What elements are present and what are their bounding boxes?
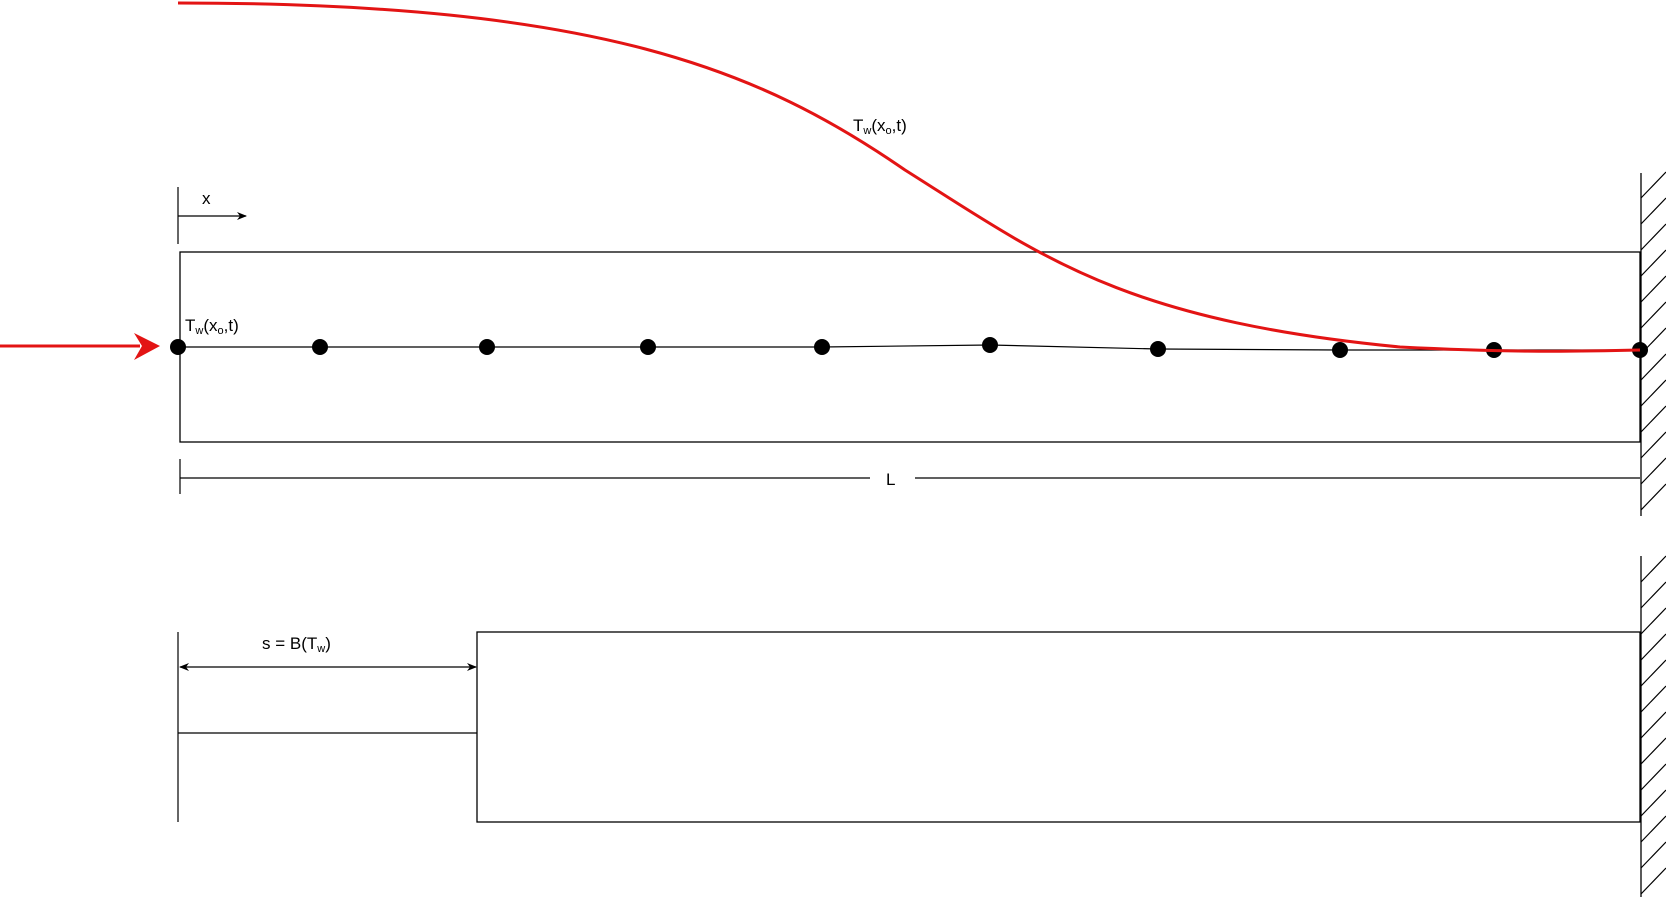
x-axis-indicator: x	[177, 187, 247, 244]
wall-hatch-line	[1640, 763, 1666, 791]
x-axis-label: x	[202, 189, 211, 208]
rod-bottom	[476, 631, 1641, 823]
node-6	[982, 337, 998, 353]
wall-hatch-line	[1640, 275, 1666, 303]
wall-hatch-line	[1640, 353, 1666, 381]
wall-hatch-line	[1640, 457, 1666, 485]
length-label: L	[886, 470, 895, 489]
inlet-label: Tw(xo,t)	[185, 316, 239, 337]
inlet-arrow	[0, 333, 160, 360]
wall-hatch-line	[1640, 581, 1666, 609]
shift-dimension: s = B(Tw)	[179, 634, 477, 671]
wall-bottom	[1640, 555, 1666, 897]
wall-hatch-line	[1640, 171, 1666, 199]
wall-hatch-line	[1640, 711, 1666, 739]
wall-hatch-line	[1640, 685, 1666, 713]
wall-hatch-line	[1640, 737, 1666, 765]
wall-hatch-line	[1640, 815, 1666, 843]
wall-hatch-line	[1640, 301, 1666, 329]
shift-label: s = B(Tw)	[262, 634, 331, 655]
node-1	[170, 339, 186, 355]
nodes-group	[170, 337, 1648, 358]
wall-hatch-line	[1640, 789, 1666, 817]
temperature-profile-curve	[177, 1, 1641, 353]
wall-hatch-line	[1640, 223, 1666, 251]
wall-hatch-line	[1640, 607, 1666, 635]
wall-hatch-line	[1640, 405, 1666, 433]
node-line	[178, 344, 1640, 351]
node-4	[640, 339, 656, 355]
wall-hatch-line	[1640, 659, 1666, 687]
wall-hatch-line	[1640, 867, 1666, 895]
node-5	[814, 339, 830, 355]
wall-hatch-line	[1640, 555, 1666, 583]
wall-hatch-line	[1640, 483, 1666, 511]
node-2	[312, 339, 328, 355]
curve-label: Tw(xo,t)	[853, 116, 907, 137]
wall-hatch-line	[1640, 841, 1666, 869]
wall-hatch-line	[1640, 197, 1666, 225]
node-8	[1332, 342, 1348, 358]
length-dimension: L	[179, 459, 1640, 494]
wall-hatch-line	[1640, 379, 1666, 407]
wall-hatch-line	[1640, 633, 1666, 661]
node-3	[479, 339, 495, 355]
node-7	[1150, 341, 1166, 357]
wall-hatch-line	[1640, 249, 1666, 277]
wall-hatch-line	[1640, 431, 1666, 459]
